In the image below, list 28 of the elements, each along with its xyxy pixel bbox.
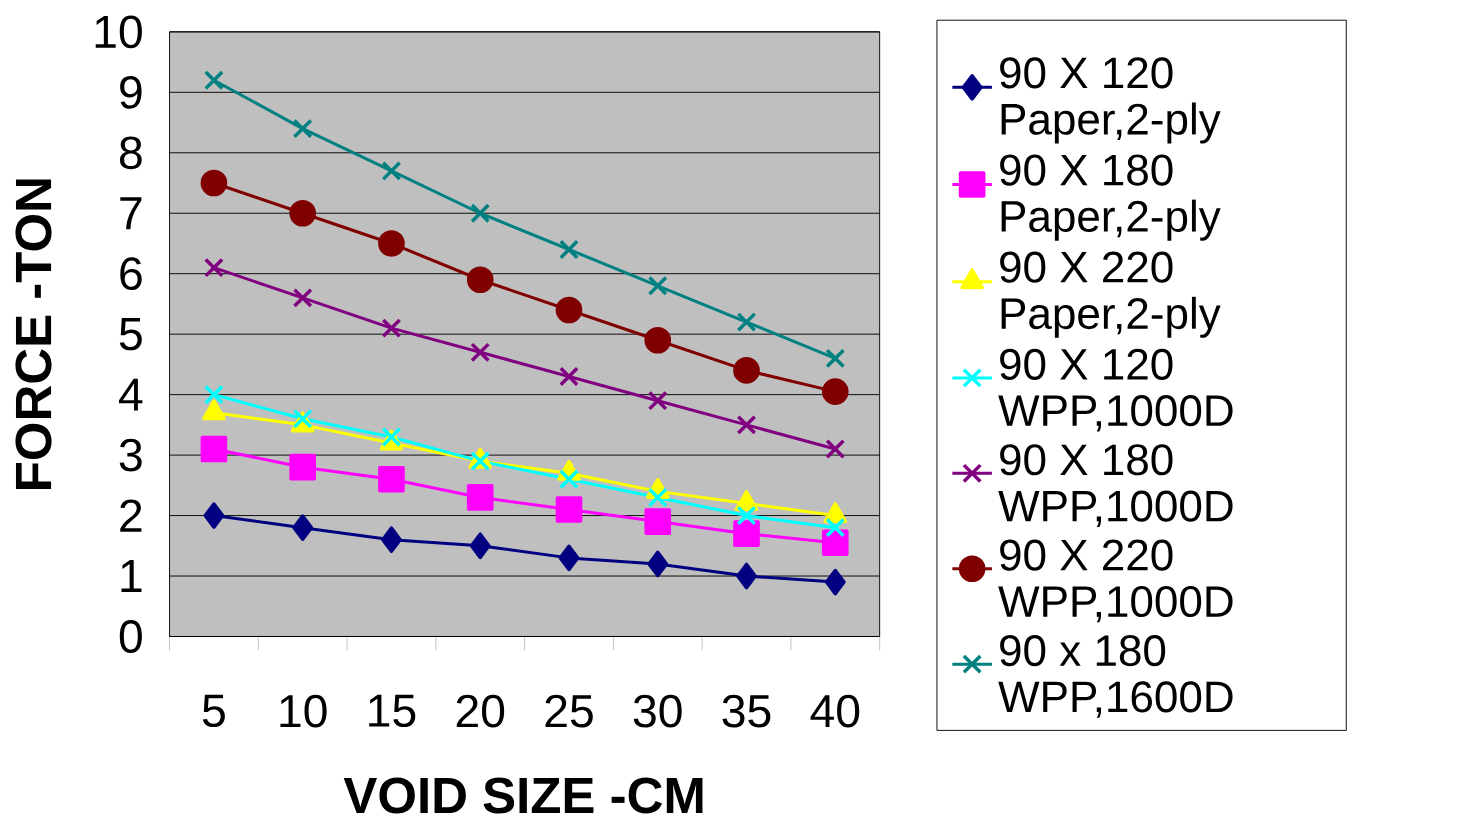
x-axis-title: VOID SIZE -CM — [343, 777, 703, 814]
x-tick-label: 40 — [810, 694, 860, 728]
y-tick-label: 5 — [119, 318, 142, 351]
y-axis-title: FORCE -TON — [15, 179, 52, 489]
y-tick-label: 1 — [121, 560, 142, 592]
legend-label: 90 X 120 Paper,2-ply — [1000, 57, 1221, 144]
legend-label: 90 X 220 Paper,2-ply — [1000, 251, 1221, 338]
x-tick-label: 25 — [545, 694, 593, 728]
y-tick-label: 2 — [120, 499, 142, 532]
y-tick-label: 10 — [95, 15, 142, 49]
y-tick-label: 3 — [119, 438, 142, 472]
x-tick-label: 20 — [456, 694, 505, 728]
legend-label: 90 X 120 WPP,1000D — [998, 348, 1233, 432]
x-tick-label: 35 — [722, 694, 771, 728]
legend-label: 90 X 180 Paper,2-ply — [1000, 154, 1221, 241]
legend-label: 90 X 220 WPP,1000D — [998, 539, 1233, 623]
y-tick-label: 4 — [119, 378, 143, 411]
y-tick-label: 9 — [120, 75, 142, 109]
legend-label: 90 X 180 WPP,1000D — [998, 444, 1233, 527]
y-tick-label: 6 — [120, 257, 142, 291]
x-tick-label: 15 — [369, 694, 416, 728]
y-tick-label: 0 — [119, 620, 142, 653]
x-tick-label: 10 — [280, 694, 327, 728]
y-tick-label: 8 — [119, 136, 142, 170]
y-tick-label: 7 — [120, 197, 142, 230]
legend-label: 90 x 180 WPP,1600D — [998, 634, 1233, 718]
x-tick-label: 5 — [202, 694, 225, 728]
x-tick-label: 30 — [633, 694, 682, 728]
